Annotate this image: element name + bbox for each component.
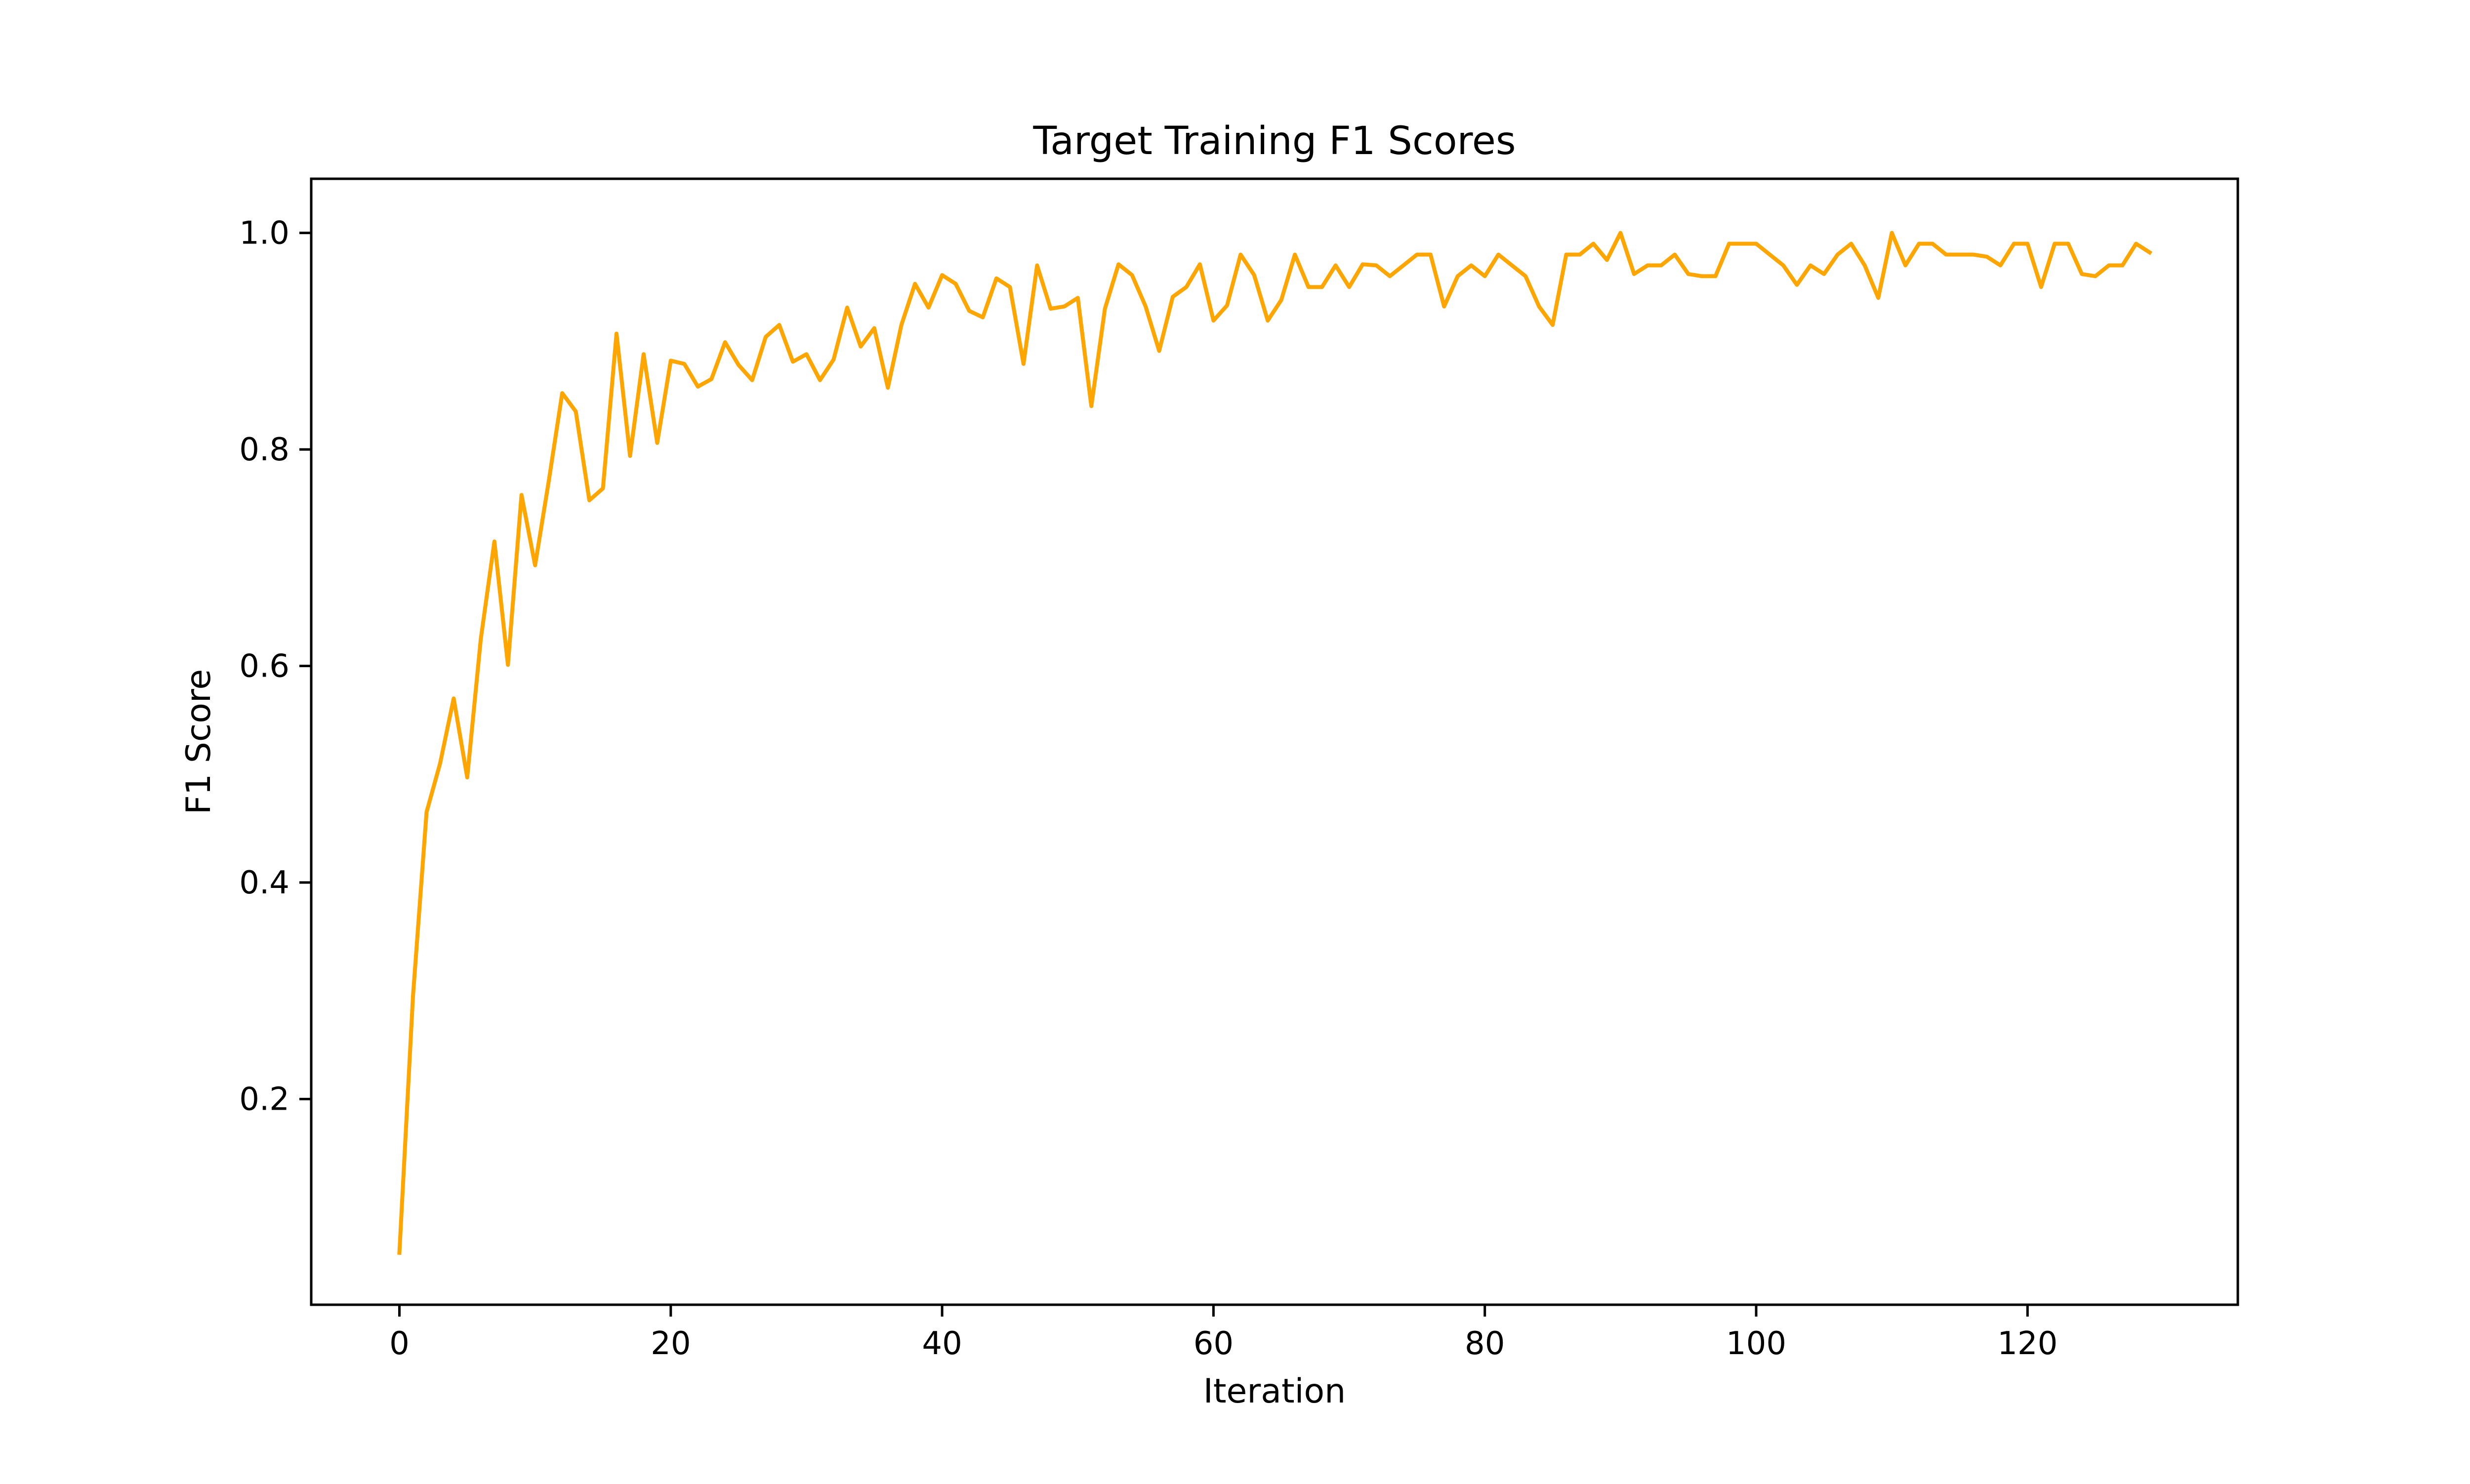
y-axis-label: F1 Score [179,669,218,814]
x-tick-label: 100 [1726,1325,1786,1362]
y-tick-label: 0.2 [239,1081,289,1118]
x-tick-label: 120 [1997,1325,2058,1362]
x-tick-label: 80 [1465,1325,1505,1362]
series-layer [399,233,2149,1253]
series-line [400,233,2150,1253]
y-tick-label: 0.6 [239,648,289,685]
chart-title: Target Training F1 Scores [1032,119,1516,163]
x-tick-label: 40 [922,1325,962,1362]
x-tick-label: 20 [651,1325,691,1362]
y-tick-label: 0.4 [239,865,289,901]
x-tick-label: 60 [1194,1325,1234,1362]
y-tick-label: 0.8 [239,432,289,468]
x-axis-label: Iteration [1203,1372,1346,1411]
y-tick-label: 1.0 [239,215,289,252]
axis-ticks: 0 20 40 60 80 100 120 0.2 0.4 0.6 0.8 1.0 [239,215,2058,1362]
x-tick-label: 0 [389,1325,410,1362]
plot-area-frame [311,179,2238,1305]
